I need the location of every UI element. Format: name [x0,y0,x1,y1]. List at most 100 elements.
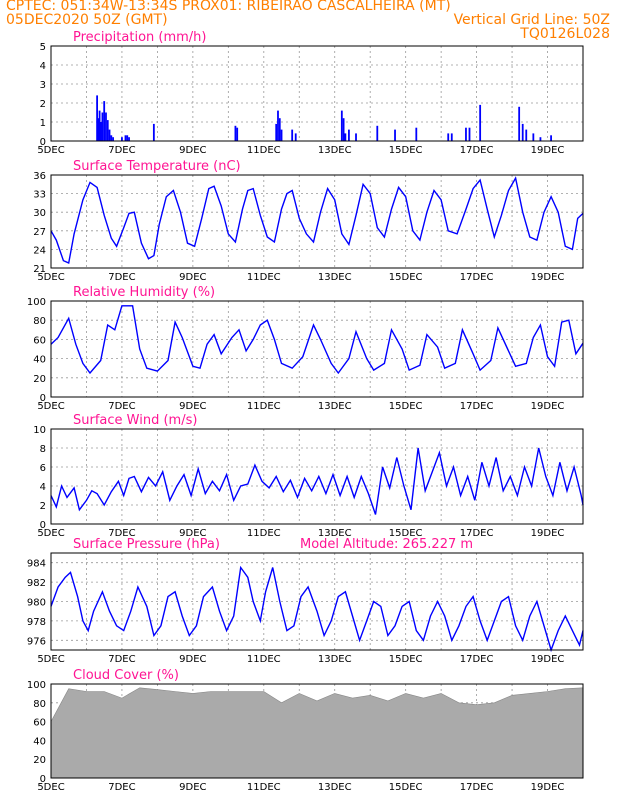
precip-bar [97,118,100,141]
x-tick-label: 15DEC [389,401,423,412]
precip-bar [277,110,279,141]
y-tick-label: 4 [40,482,46,493]
precip-bar [152,123,155,141]
x-tick-label: 19DEC [531,272,565,283]
y-tick-label: 20 [33,755,46,766]
panel-frame [50,683,584,779]
precip-bar [376,125,379,141]
precip-bar [278,118,281,141]
x-tick-label: 17DEC [460,782,494,793]
x-tick-label: 5DEC [37,401,64,412]
precip-bar [415,127,418,141]
x-tick-label: 19DEC [531,528,565,539]
x-tick-label: 11DEC [247,654,281,665]
y-tick-label: 60 [33,718,46,729]
precip-bar [124,135,127,141]
precip-bar [340,110,343,141]
x-tick-label: 9DEC [179,782,206,793]
panel-title: Relative Humidity (%) [73,285,215,300]
y-tick-label: 978 [27,617,46,628]
panel-title: Precipitation (mm/h) [73,30,206,45]
y-tick-label: 100 [27,297,46,308]
y-tick-label: 60 [33,335,46,346]
panel-title: Surface Wind (m/s) [73,413,197,428]
y-tick-label: 6 [40,463,46,474]
series-line [50,565,584,653]
precip-bar [101,112,104,141]
x-tick-label: 17DEC [460,528,494,539]
x-tick-label: 5DEC [37,528,64,539]
panel-annotation: Model Altitude: 265.227 m [300,537,473,552]
panel-2: 21 24 27 30 33 36 5DEC 7DEC 9DEC 11DEC 13DEC 15DEC 1… [33,159,584,283]
precip-bar [465,127,467,141]
y-tick-label: 10 [33,425,46,436]
y-tick-label: 980 [27,598,46,609]
y-tick-label: 21 [33,264,46,275]
x-tick-label: 19DEC [531,782,565,793]
x-tick-label: 13DEC [318,654,352,665]
y-tick-label: 2 [40,99,46,110]
x-tick-label: 9DEC [179,654,206,665]
x-tick-label: 9DEC [179,528,206,539]
series-line [50,305,584,375]
precip-bar [280,129,283,141]
panel-title: Cloud Cover (%) [73,668,179,683]
x-tick-label: 5DEC [37,145,64,156]
x-tick-label: 15DEC [389,528,423,539]
precip-bar [348,129,350,141]
precip-bar [479,104,482,141]
x-tick-label: 7DEC [108,272,135,283]
x-tick-label: 19DEC [531,145,565,156]
precip-bar [521,123,524,141]
y-tick-label: 4 [40,61,46,72]
precip-bar [112,137,114,141]
x-tick-label: 11DEC [247,782,281,793]
precip-bar [344,133,347,141]
x-tick-label: 7DEC [108,145,135,156]
x-tick-label: 13DEC [318,782,352,793]
y-tick-label: 0 [40,393,46,404]
x-tick-label: 7DEC [108,401,135,412]
series-line [50,447,584,515]
y-tick-label: 100 [27,680,46,691]
precip-bar [275,123,278,141]
panel-frame [50,174,584,269]
precip-bar [539,137,542,141]
x-tick-label: 19DEC [531,401,565,412]
x-tick-label: 9DEC [179,272,206,283]
series-line [50,176,584,265]
x-tick-label: 15DEC [389,145,423,156]
header-line1: CPTEC: 051:34W-13:34S PROX01: RIBEIRAO C… [6,0,451,14]
x-tick-label: 11DEC [247,272,281,283]
x-tick-label: 15DEC [389,654,423,665]
precip-bar [121,137,123,141]
y-tick-label: 5 [40,42,46,53]
y-tick-label: 982 [27,578,46,589]
x-tick-label: 9DEC [179,401,206,412]
header-line2-left: 05DEC2020 50Z (GMT) [6,12,168,28]
y-tick-label: 0 [40,774,46,785]
y-tick-label: 0 [40,137,46,148]
x-tick-label: 17DEC [460,401,494,412]
x-tick-label: 7DEC [108,782,135,793]
precip-bar [394,129,396,141]
y-tick-label: 24 [33,245,46,256]
precip-bar [550,135,552,141]
y-tick-label: 976 [27,636,46,647]
panel-title: Surface Temperature (nC) [73,159,241,174]
header-line2-right: Vertical Grid Line: 50Z [453,12,610,28]
x-tick-label: 11DEC [247,528,281,539]
x-tick-label: 5DEC [37,272,64,283]
x-tick-label: 13DEC [318,272,352,283]
precip-bar [355,133,357,141]
panel-frame [50,552,584,651]
y-tick-label: 1 [40,118,46,129]
x-tick-label: 19DEC [531,654,565,665]
precip-bar [103,101,106,141]
y-tick-label: 40 [33,736,46,747]
y-tick-label: 40 [33,355,46,366]
x-tick-label: 17DEC [460,145,494,156]
header-line3-right: TQ0126L028 [520,26,610,42]
y-tick-label: 2 [40,501,46,512]
